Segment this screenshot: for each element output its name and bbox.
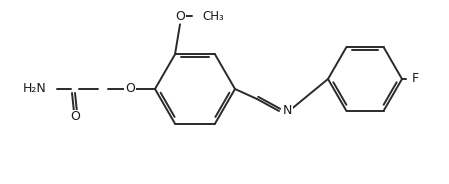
Text: F: F (412, 72, 419, 86)
Text: O: O (175, 10, 185, 23)
Text: CH₃: CH₃ (202, 10, 224, 23)
Text: N: N (283, 105, 292, 118)
Text: O: O (70, 111, 80, 123)
Text: H₂N: H₂N (23, 82, 47, 95)
Text: O: O (125, 82, 135, 95)
